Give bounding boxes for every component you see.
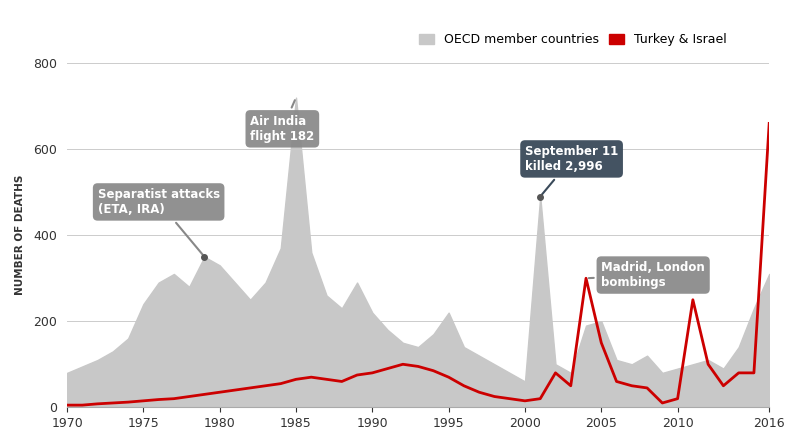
Y-axis label: NUMBER OF DEATHS: NUMBER OF DEATHS xyxy=(15,175,25,295)
Text: September 11
killed 2,996: September 11 killed 2,996 xyxy=(525,145,618,194)
Legend: OECD member countries, Turkey & Israel: OECD member countries, Turkey & Israel xyxy=(414,28,731,51)
Text: Air India
flight 182: Air India flight 182 xyxy=(250,100,314,143)
Text: Madrid, London
bombings: Madrid, London bombings xyxy=(589,261,705,289)
Text: Separatist attacks
(ETA, IRA): Separatist attacks (ETA, IRA) xyxy=(98,188,220,255)
